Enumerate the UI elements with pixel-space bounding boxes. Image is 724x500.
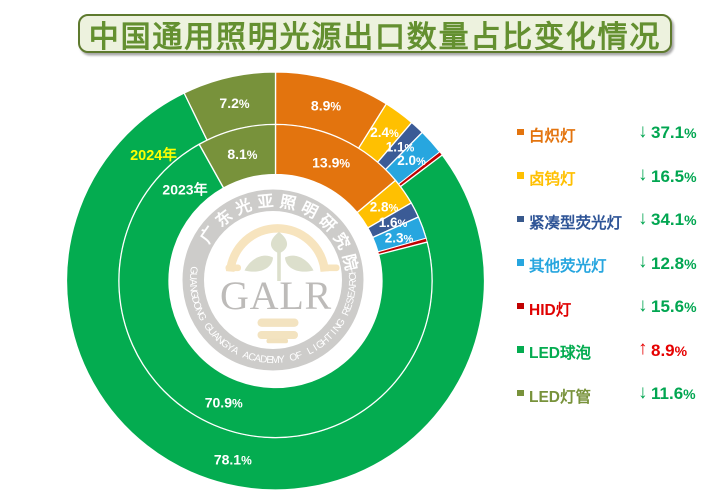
svg-text:R: R bbox=[340, 307, 353, 318]
svg-text:A: A bbox=[347, 285, 359, 293]
svg-text:C: C bbox=[348, 273, 359, 281]
svg-text:H: H bbox=[347, 267, 359, 275]
svg-text:Y: Y bbox=[224, 341, 236, 354]
svg-text:2.4%: 2.4% bbox=[370, 125, 399, 140]
svg-text:亚: 亚 bbox=[257, 192, 275, 211]
svg-text:M: M bbox=[271, 355, 280, 366]
svg-text:I: I bbox=[329, 328, 339, 337]
svg-text:R: R bbox=[348, 279, 359, 287]
svg-text:S: S bbox=[345, 296, 357, 306]
svg-text:78.1%: 78.1% bbox=[214, 451, 252, 467]
svg-text:A: A bbox=[229, 345, 240, 358]
svg-text:Y: Y bbox=[278, 354, 286, 366]
svg-text:院: 院 bbox=[339, 252, 361, 272]
svg-text:1.1%: 1.1% bbox=[386, 140, 415, 155]
svg-text:8.9%: 8.9% bbox=[311, 98, 341, 114]
svg-text:I: I bbox=[312, 343, 320, 354]
svg-text:L: L bbox=[305, 345, 315, 358]
svg-text:A: A bbox=[187, 279, 198, 286]
svg-text:13.9%: 13.9% bbox=[312, 154, 350, 170]
svg-text:2.8%: 2.8% bbox=[370, 200, 399, 215]
svg-text:8.1%: 8.1% bbox=[227, 146, 257, 162]
svg-text:A: A bbox=[253, 353, 262, 365]
svg-text:G: G bbox=[187, 266, 199, 275]
svg-text:1.6%: 1.6% bbox=[379, 215, 408, 230]
svg-text:D: D bbox=[259, 354, 267, 366]
svg-text:G: G bbox=[188, 289, 200, 299]
svg-text:O: O bbox=[288, 351, 299, 364]
svg-text:A: A bbox=[241, 350, 251, 363]
svg-text:GALR: GALR bbox=[220, 273, 332, 318]
svg-text:N: N bbox=[193, 306, 206, 317]
svg-text:C: C bbox=[247, 351, 257, 364]
svg-text:U: U bbox=[187, 272, 198, 280]
svg-text:D: D bbox=[189, 295, 201, 305]
svg-text:光: 光 bbox=[231, 195, 254, 219]
svg-text:2024年: 2024年 bbox=[130, 146, 177, 164]
svg-text:2023年: 2023年 bbox=[162, 182, 207, 198]
svg-text:N: N bbox=[187, 284, 199, 292]
svg-text:7.2%: 7.2% bbox=[219, 95, 249, 111]
svg-text:明: 明 bbox=[298, 199, 321, 222]
svg-text:E: E bbox=[346, 290, 358, 299]
svg-text:F: F bbox=[295, 350, 304, 362]
svg-text:2.3%: 2.3% bbox=[385, 231, 414, 246]
svg-text:照: 照 bbox=[278, 193, 297, 214]
svg-text:E: E bbox=[343, 301, 356, 311]
svg-text:2.0%: 2.0% bbox=[397, 153, 426, 168]
svg-text:O: O bbox=[190, 300, 203, 311]
svg-text:70.9%: 70.9% bbox=[205, 394, 243, 410]
svg-text:E: E bbox=[266, 355, 273, 366]
